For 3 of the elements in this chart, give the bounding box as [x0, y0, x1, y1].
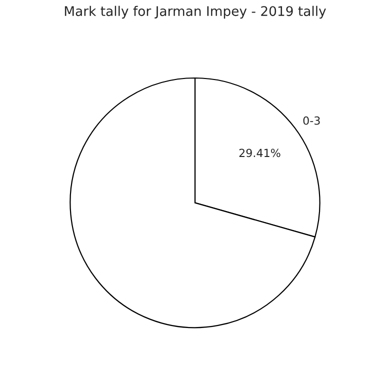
slice-label: 0-3: [303, 116, 320, 125]
data-label: 29.41%: [239, 148, 280, 158]
chart-title: Mark tally for Jarman Impey - 2019 tally: [64, 6, 326, 19]
